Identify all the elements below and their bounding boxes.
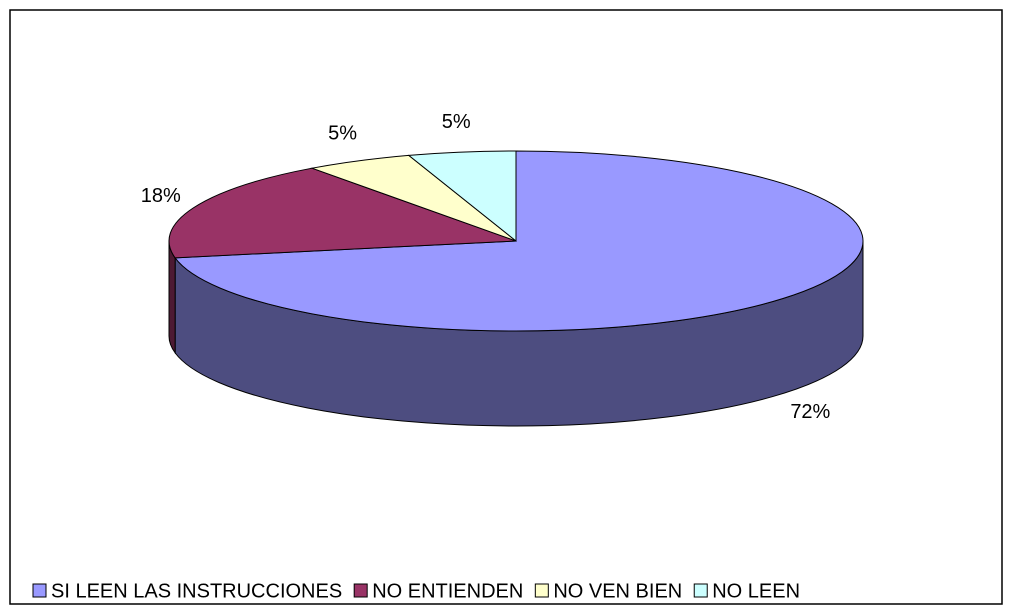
data-label: 18% (141, 185, 181, 207)
legend-label: NO ENTIENDEN (372, 580, 523, 602)
pie-slice (174, 150, 864, 332)
legend-label: NO LEEN (712, 580, 800, 602)
legend-label: SI LEEN LAS INSTRUCCIONES (51, 580, 342, 602)
data-label: 5% (328, 122, 357, 144)
legend-swatch (534, 583, 549, 598)
pie-slice-side (168, 240, 176, 355)
data-label: 72% (790, 401, 830, 423)
pie-slice (168, 167, 517, 259)
legend-swatch (32, 583, 47, 598)
legend-swatch (353, 583, 368, 598)
data-label: 5% (442, 111, 471, 133)
pie-slice (407, 150, 517, 243)
legend-swatch (693, 583, 708, 598)
legend-label: NO VEN BIEN (553, 580, 682, 602)
